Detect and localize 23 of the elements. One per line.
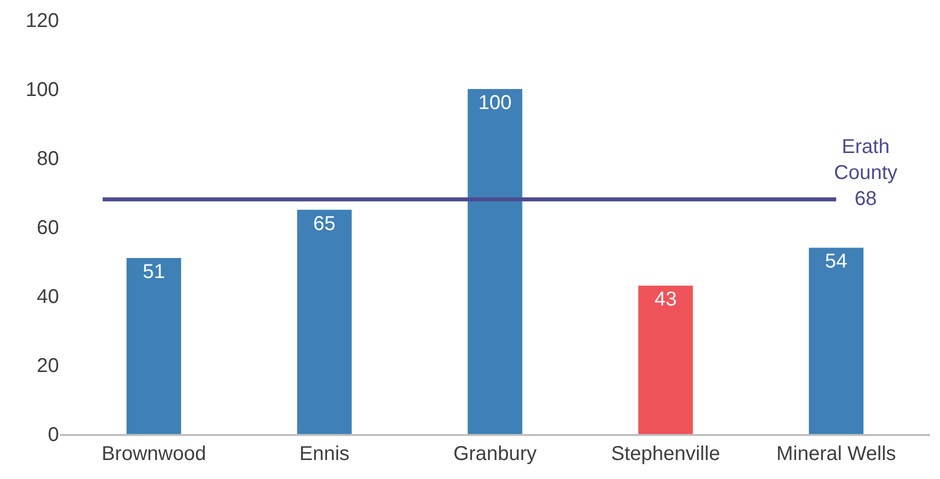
y-tick-label: 40	[36, 286, 59, 308]
data-label: 51	[142, 261, 165, 284]
y-tick-label: 120	[26, 10, 59, 32]
bar	[297, 210, 352, 434]
bar	[126, 258, 182, 434]
x-tick-label: Stephenville	[611, 442, 720, 465]
y-tick-label: 80	[36, 148, 59, 170]
bar	[638, 286, 693, 434]
x-tick-label: Brownwood	[102, 442, 206, 465]
x-tick-label: Mineral Wells	[776, 442, 896, 465]
y-tick-label: 100	[26, 79, 59, 101]
y-tick-label: 20	[36, 355, 59, 377]
y-tick-label: 60	[36, 217, 59, 239]
data-label: 65	[313, 212, 336, 235]
x-tick-label: Ennis	[299, 442, 350, 465]
bar	[468, 89, 522, 434]
data-label: 54	[825, 250, 848, 273]
ref-line-label: Erath County 68	[834, 136, 898, 210]
data-label: 43	[654, 288, 677, 311]
data-label: 100	[478, 92, 512, 114]
bar	[808, 248, 864, 434]
y-tick-label: 0	[48, 424, 59, 446]
x-tick-label: Granbury	[453, 442, 537, 465]
